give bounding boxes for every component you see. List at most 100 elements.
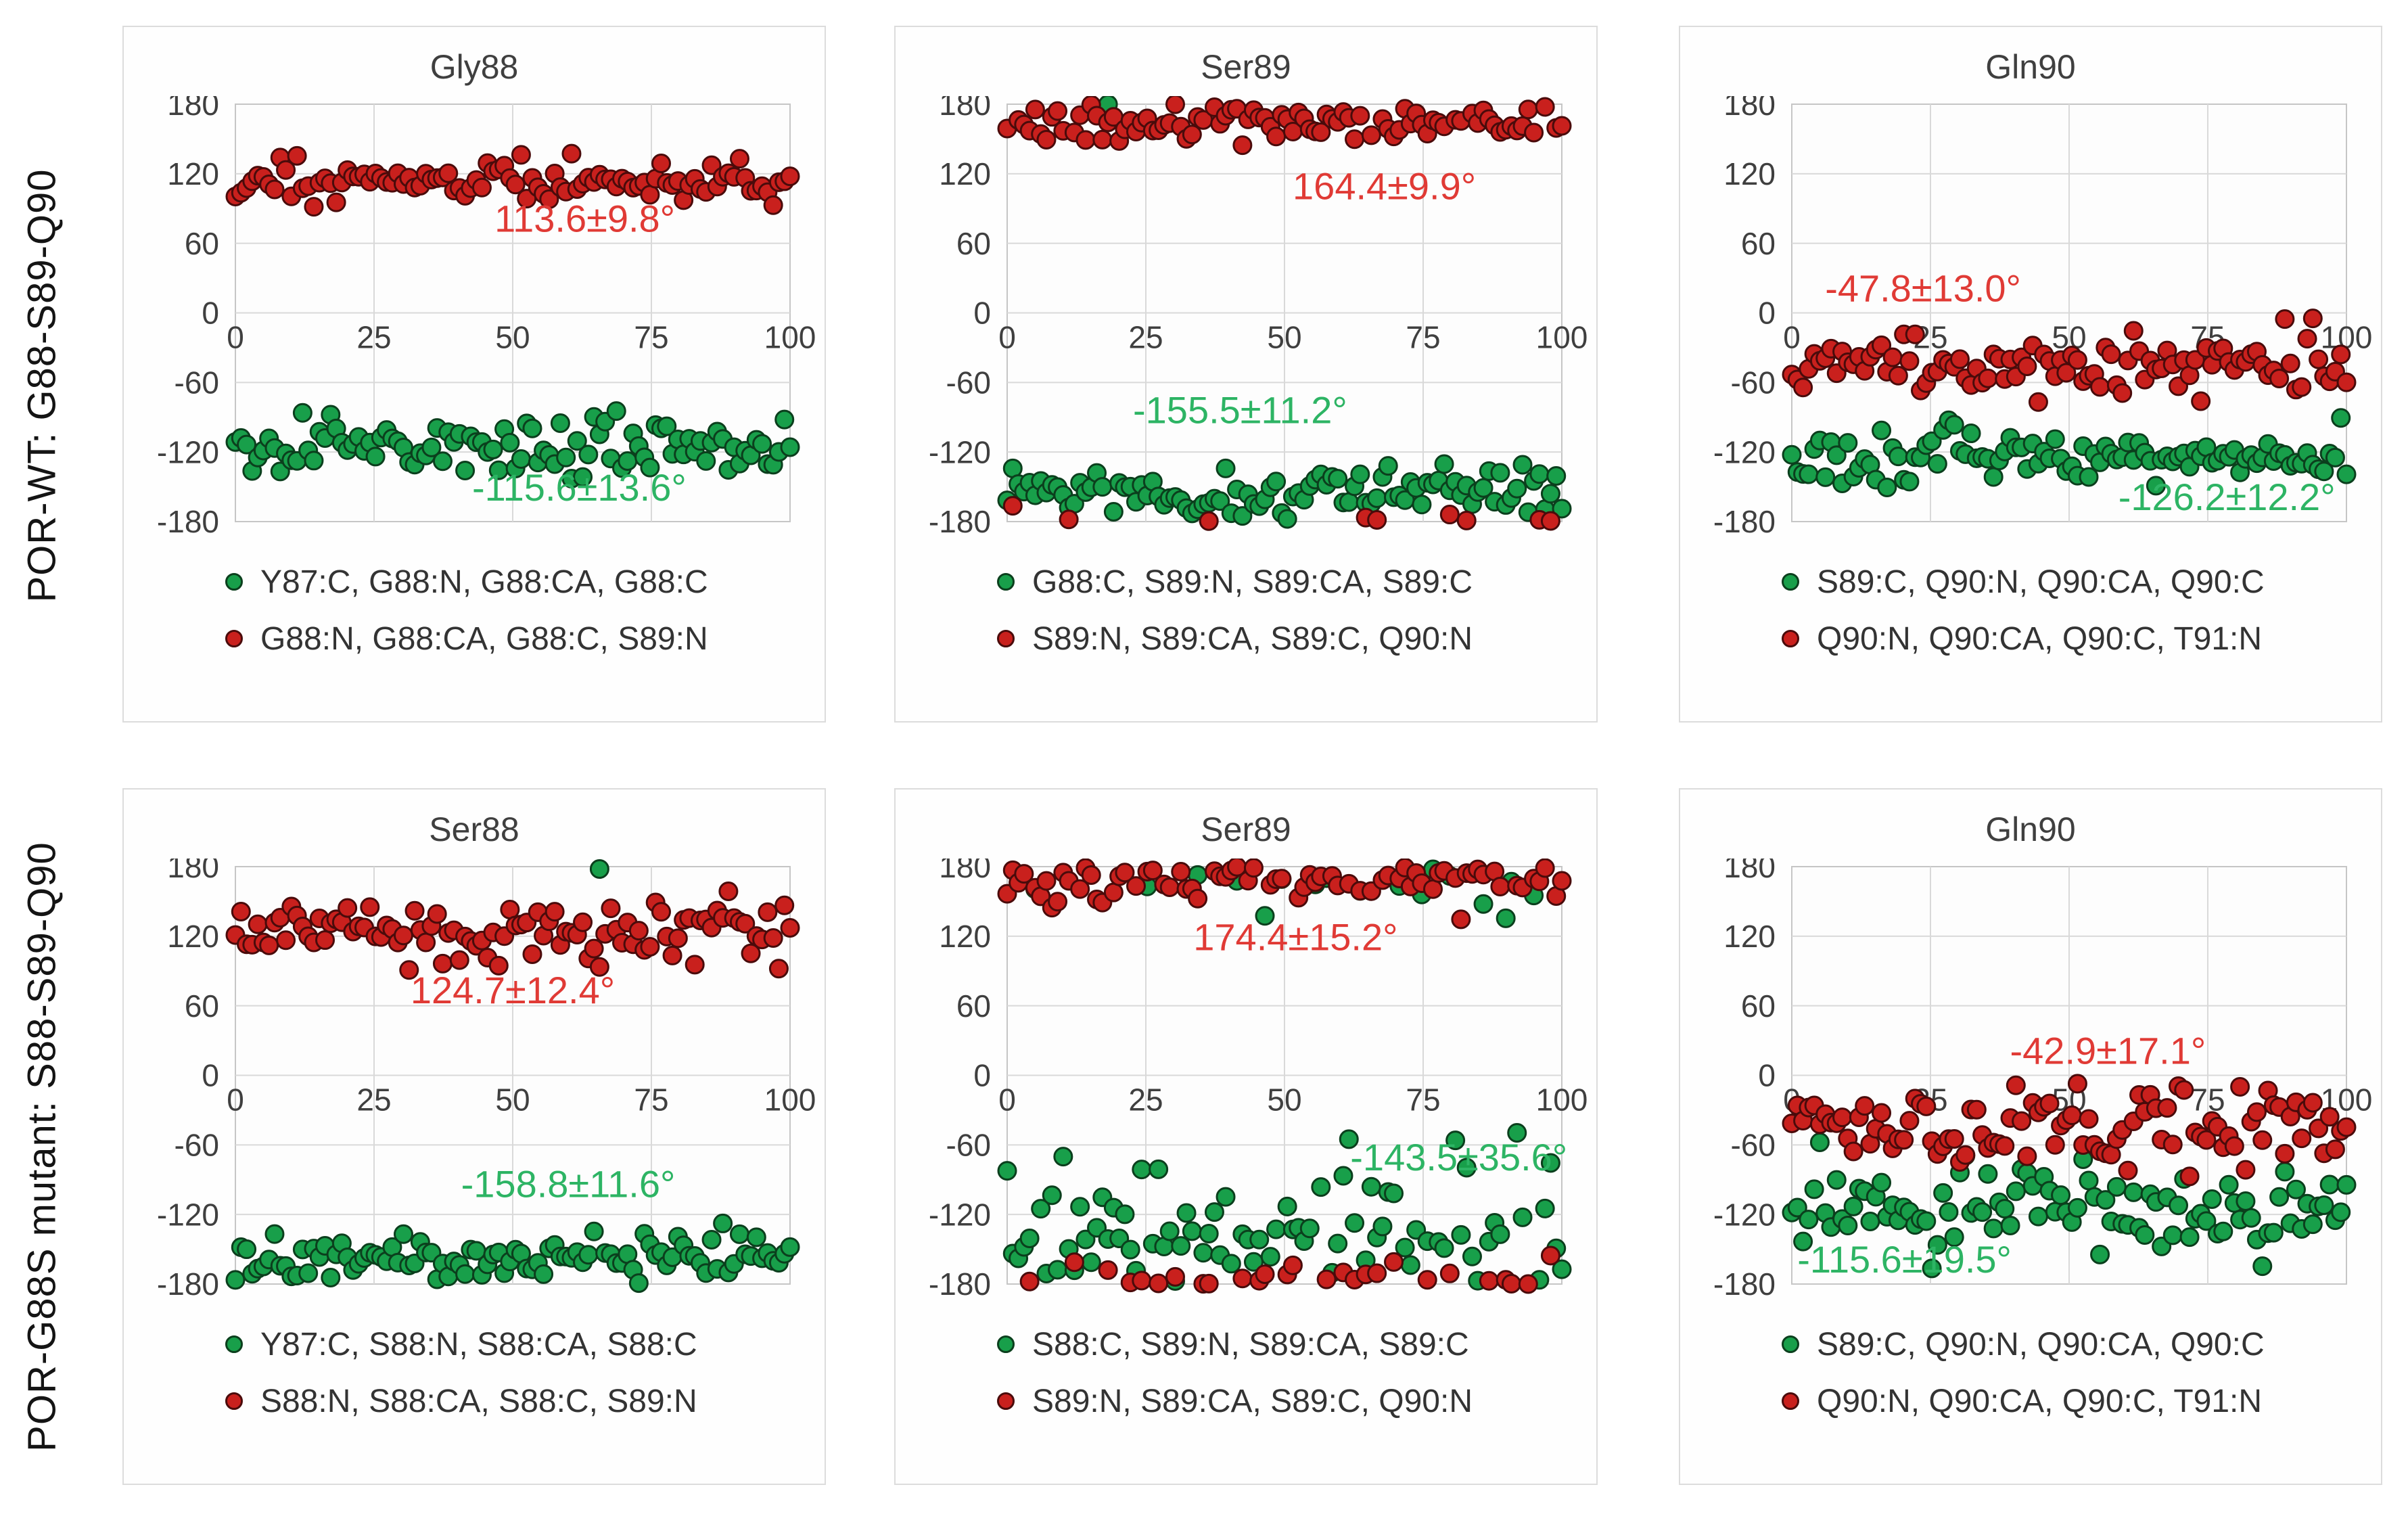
svg-text:0: 0: [1758, 1058, 1776, 1093]
svg-text:120: 120: [1723, 919, 1776, 954]
svg-text:60: 60: [1741, 226, 1776, 261]
svg-text:0: 0: [973, 1058, 991, 1093]
chart-legend: Y87:C, G88:N, G88:CA, G88:C G88:N, G88:C…: [225, 553, 825, 667]
svg-text:0: 0: [202, 296, 219, 331]
svg-text:-60: -60: [946, 365, 991, 400]
svg-text:180: 180: [167, 96, 219, 122]
legend-label: G88:N, G88:CA, G88:C, S89:N: [260, 620, 708, 657]
chart-title: Gln90: [1985, 48, 2076, 86]
svg-text:75: 75: [634, 320, 668, 355]
svg-text:-180: -180: [1713, 504, 1776, 536]
svg-text:-120: -120: [157, 434, 219, 470]
red-series-marker-icon: [225, 630, 243, 647]
svg-text:-115.6±19.5°: -115.6±19.5°: [1797, 1238, 2012, 1281]
svg-text:174.4±15.2°: 174.4±15.2°: [1193, 915, 1397, 958]
svg-text:164.4±9.9°: 164.4±9.9°: [1293, 165, 1476, 208]
svg-text:-126.2±12.2°: -126.2±12.2°: [2118, 476, 2336, 518]
svg-text:-180: -180: [929, 504, 991, 536]
chart-panel: Gln90 180 120 60 0 -60 -120 -180 0 25 50 75 100 -47.…: [1679, 26, 2382, 723]
red-series-marker-icon: [997, 630, 1015, 647]
svg-text:60: 60: [956, 988, 991, 1024]
green-series-marker-icon: [1782, 573, 1799, 591]
svg-text:100: 100: [1536, 320, 1588, 355]
svg-text:100: 100: [764, 1082, 816, 1118]
svg-text:113.6±9.8°: 113.6±9.8°: [494, 198, 675, 240]
svg-text:0: 0: [998, 1082, 1016, 1118]
svg-text:-120: -120: [929, 1197, 991, 1232]
legend-label: Q90:N, Q90:CA, Q90:C, T91:N: [1817, 620, 2263, 657]
svg-text:-155.5±11.2°: -155.5±11.2°: [1133, 388, 1347, 431]
svg-text:50: 50: [1267, 1082, 1301, 1118]
svg-text:120: 120: [167, 156, 219, 191]
svg-text:-143.5±35.6°: -143.5±35.6°: [1350, 1136, 1567, 1179]
svg-text:75: 75: [634, 1082, 668, 1118]
legend-label: S88:C, S89:N, S89:CA, S89:C: [1032, 1326, 1469, 1363]
chart-title: Ser88: [429, 810, 519, 848]
legend-label: S89:C, Q90:N, Q90:CA, Q90:C: [1817, 1326, 2265, 1363]
legend-label: S89:C, Q90:N, Q90:CA, Q90:C: [1817, 564, 2265, 600]
svg-text:120: 120: [939, 919, 991, 954]
svg-text:0: 0: [998, 320, 1016, 355]
chart-title: Ser89: [1201, 810, 1291, 848]
svg-text:180: 180: [1723, 859, 1776, 884]
legend-item: S89:N, S89:CA, S89:C, Q90:N: [997, 610, 1596, 667]
legend-item: Y87:C, S88:N, S88:CA, S88:C: [225, 1316, 825, 1373]
row-label-wt: POR-WT: G88-S89-Q90: [20, 168, 64, 603]
legend-item: Q90:N, Q90:CA, Q90:C, T91:N: [1782, 1373, 2381, 1429]
svg-text:-60: -60: [175, 365, 219, 400]
legend-item: S88:N, S88:CA, S88:C, S89:N: [225, 1373, 825, 1429]
svg-text:180: 180: [939, 96, 991, 122]
svg-text:0: 0: [202, 1058, 219, 1093]
svg-text:25: 25: [1128, 320, 1163, 355]
legend-label: Y87:C, G88:N, G88:CA, G88:C: [260, 564, 708, 600]
legend-item: S88:C, S89:N, S89:CA, S89:C: [997, 1316, 1596, 1373]
chart-title: Ser89: [1201, 48, 1291, 86]
green-series-marker-icon: [1782, 1335, 1799, 1353]
svg-text:50: 50: [495, 1082, 530, 1118]
svg-text:-120: -120: [157, 1197, 219, 1232]
legend-item: G88:N, G88:CA, G88:C, S89:N: [225, 610, 825, 667]
svg-text:-120: -120: [1713, 434, 1776, 470]
legend-item: S89:N, S89:CA, S89:C, Q90:N: [997, 1373, 1596, 1429]
chart-panel: Gln90 180120600-60-120-1800255075100-42.…: [1679, 788, 2382, 1485]
svg-text:-180: -180: [157, 1266, 219, 1298]
svg-text:-120: -120: [929, 434, 991, 470]
svg-text:0: 0: [1783, 320, 1801, 355]
svg-text:60: 60: [956, 226, 991, 261]
svg-text:100: 100: [764, 320, 816, 355]
green-series-marker-icon: [225, 573, 243, 591]
svg-text:120: 120: [939, 156, 991, 191]
scatter-chart: 180120600-60-120-1800255075100-42.9±17.1…: [1713, 859, 2372, 1298]
chart-legend: G88:C, S89:N, S89:CA, S89:C S89:N, S89:C…: [997, 553, 1596, 667]
svg-text:-180: -180: [1713, 1266, 1776, 1298]
chart-panel: Gly88 180 120 60 0 -60 -120 -180 0 25 50 75 100 113.…: [122, 26, 826, 723]
green-series-marker-icon: [997, 573, 1015, 591]
svg-text:-60: -60: [1731, 1127, 1776, 1162]
red-series-marker-icon: [1782, 630, 1799, 647]
svg-text:-47.8±13.0°: -47.8±13.0°: [1825, 267, 2021, 309]
svg-text:0: 0: [1758, 296, 1776, 331]
legend-item: Q90:N, Q90:CA, Q90:C, T91:N: [1782, 610, 2381, 667]
legend-label: Q90:N, Q90:CA, Q90:C, T91:N: [1817, 1383, 2263, 1419]
svg-text:25: 25: [356, 1082, 391, 1118]
chart-panel: Ser89 180 120 60 0 -60 -120 -180 0 25 50 75 100 164.…: [894, 26, 1598, 723]
svg-text:180: 180: [1723, 96, 1776, 122]
red-series-marker-icon: [1782, 1392, 1799, 1410]
red-series-marker-icon: [225, 1392, 243, 1410]
svg-text:124.7±12.4°: 124.7±12.4°: [411, 969, 615, 1011]
chart-panel: Ser88 180 120 60 0 -60 -120 -180 0 25 50 75 100 124.…: [122, 788, 826, 1485]
svg-text:75: 75: [1406, 1082, 1440, 1118]
svg-text:0: 0: [227, 320, 244, 355]
svg-text:-180: -180: [929, 1266, 991, 1298]
svg-text:0: 0: [227, 1082, 244, 1118]
svg-text:25: 25: [356, 320, 391, 355]
svg-text:-60: -60: [1731, 365, 1776, 400]
chart-legend: Y87:C, S88:N, S88:CA, S88:C S88:N, S88:C…: [225, 1316, 825, 1429]
legend-item: Y87:C, G88:N, G88:CA, G88:C: [225, 553, 825, 610]
legend-label: S88:N, S88:CA, S88:C, S89:N: [260, 1383, 697, 1419]
chart-panel: Ser89 180 120 60 0 -60 -120 -180 0 25 50 75 100 174.…: [894, 788, 1598, 1485]
svg-text:-60: -60: [946, 1127, 991, 1162]
